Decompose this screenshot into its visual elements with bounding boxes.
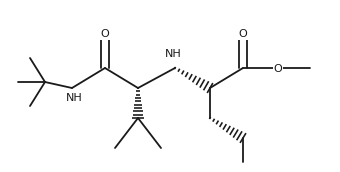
Text: NH: NH <box>66 93 82 103</box>
Text: NH: NH <box>165 49 181 59</box>
Text: O: O <box>239 29 248 39</box>
Text: O: O <box>101 29 109 39</box>
Text: O: O <box>274 64 283 74</box>
